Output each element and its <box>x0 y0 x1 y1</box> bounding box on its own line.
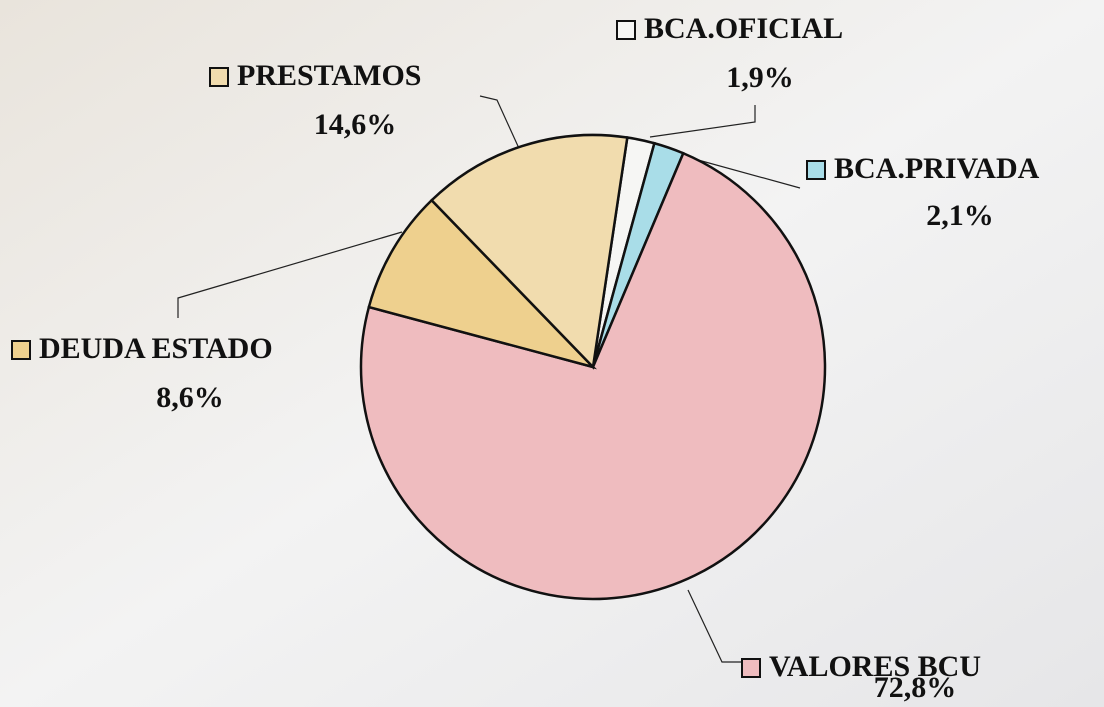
pie-slice <box>429 133 629 370</box>
leader-line <box>649 105 756 138</box>
legend-swatch <box>209 67 229 87</box>
leader-line <box>687 589 742 663</box>
slice-value-label: 72,8% <box>874 671 957 704</box>
slice-label: VALORES BCU <box>769 650 981 683</box>
legend-swatch <box>806 160 826 180</box>
slice-label: BCA.PRIVADA <box>834 152 1040 185</box>
legend-swatch <box>11 340 31 360</box>
legend-swatch <box>616 20 636 40</box>
legend-swatch <box>741 658 761 678</box>
pie-slice <box>367 198 598 370</box>
slice-value-label: 14,6% <box>314 108 397 141</box>
slice-label: PRESTAMOS <box>237 59 421 92</box>
slice-value-label: 2,1% <box>926 199 994 232</box>
leader-line <box>479 95 528 167</box>
slice-value-label: 8,6% <box>156 381 224 414</box>
leader-line <box>177 231 403 318</box>
slice-label: DEUDA ESTADO <box>39 332 273 365</box>
slice-label: BCA.OFICIAL <box>644 12 843 45</box>
pie-slice <box>359 151 827 601</box>
slice-value-label: 1,9% <box>726 61 794 94</box>
